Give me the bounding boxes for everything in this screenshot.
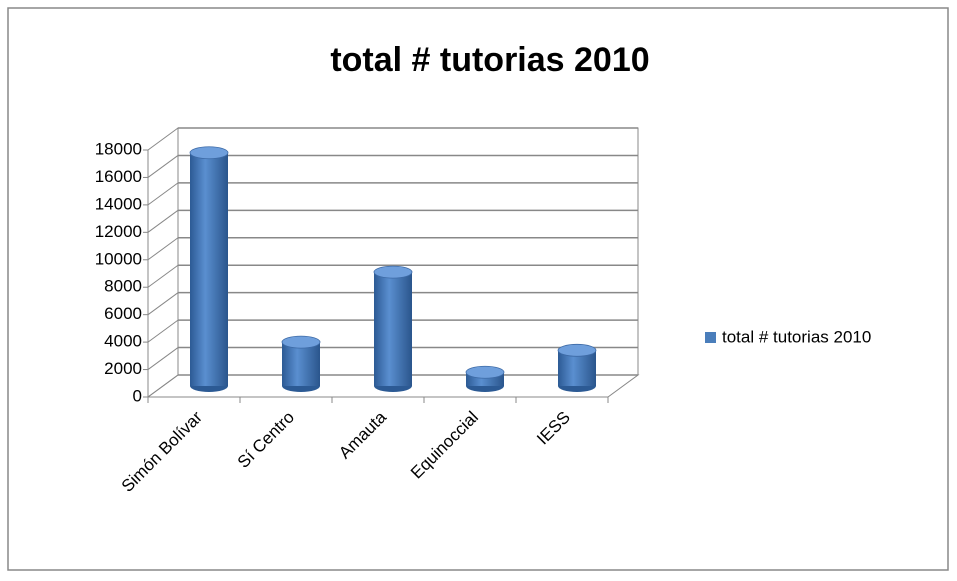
bar [465,365,505,392]
grid-line [147,374,179,398]
grid-line [147,347,179,370]
y-tick-label: 4000 [104,332,142,351]
y-tick-label: 16000 [95,167,142,186]
y-tick-label: 2000 [104,359,142,378]
bar-top [189,146,229,160]
legend-label: total # tutorias 2010 [722,327,871,346]
y-tick-label: 10000 [95,249,142,268]
grid-line [147,209,179,233]
y-tick-label: 12000 [95,222,142,241]
bar [189,146,229,392]
grid-line [147,292,179,316]
bar-body [374,272,412,386]
bar-body [190,152,228,386]
y-tick-label: 14000 [95,194,142,213]
bar-top [281,335,321,349]
y-tick-label: 8000 [104,277,142,296]
grid-line [147,264,179,288]
bar [281,335,321,392]
grid-line [147,127,179,151]
y-tick-label: 6000 [104,304,142,323]
grid-line [147,319,179,343]
bar [373,265,413,392]
grid-line [147,182,179,206]
chart-title: total # tutorias 2010 [330,41,649,79]
grid-line [147,155,179,178]
bar-top [557,343,597,357]
bar [557,343,597,392]
y-tick-label: 0 [133,386,142,405]
legend-swatch [705,332,716,343]
bar-top [465,365,505,379]
bar-body [282,342,320,386]
bar-top [373,265,413,279]
chart-frame [7,7,949,571]
grid-line [147,237,179,261]
y-tick-label: 18000 [95,139,142,158]
